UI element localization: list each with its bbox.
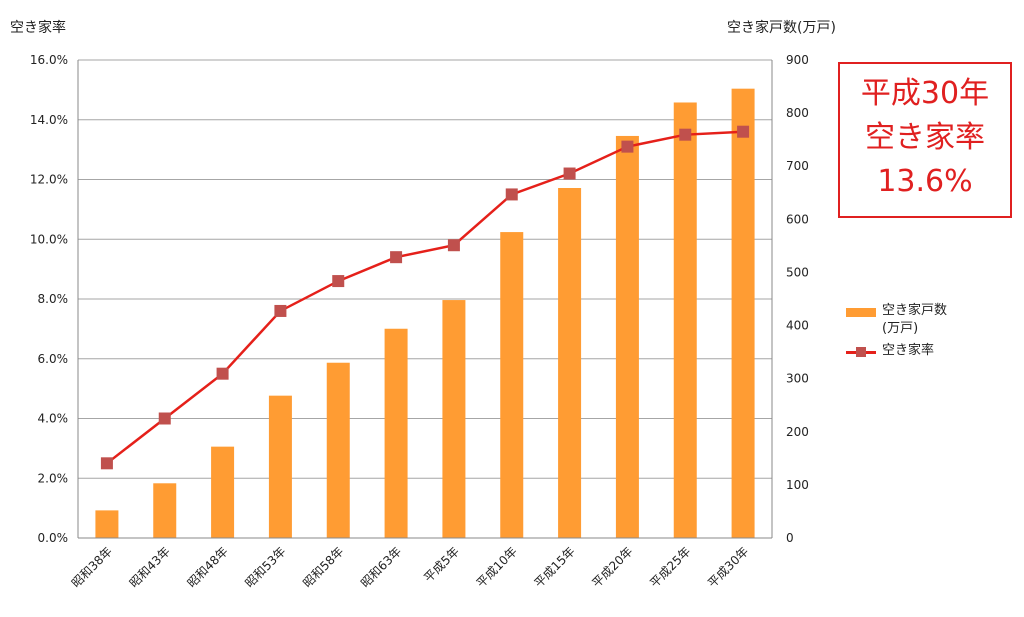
category-label: 昭和63年 xyxy=(358,544,404,590)
left-axis-ticks: 0.0% 2.0% 4.0% 6.0% 8.0% 10.0% 12.0% 14.0% 16.0% xyxy=(30,53,68,545)
category-label: 昭和43年 xyxy=(127,544,173,590)
line-point xyxy=(216,367,229,380)
category-label: 平成10年 xyxy=(474,544,520,590)
bar xyxy=(673,102,697,538)
bar xyxy=(384,328,408,538)
rate-line xyxy=(106,130,744,465)
line-point xyxy=(737,125,750,138)
right-tick-label: 300 xyxy=(786,372,809,386)
line-point xyxy=(332,275,345,288)
annotation-line-2: 空き家率 xyxy=(865,120,985,155)
category-label: 昭和38年 xyxy=(69,544,115,590)
right-tick-label: 400 xyxy=(786,319,809,333)
left-tick-label: 16.0% xyxy=(30,53,68,67)
bar xyxy=(442,300,466,538)
line-point xyxy=(621,140,634,153)
legend-swatch-bar xyxy=(846,308,876,317)
bar xyxy=(153,483,177,538)
legend-label-bar: 空き家戸数(万戸) xyxy=(882,303,948,336)
line-point xyxy=(679,128,692,141)
line-point xyxy=(505,188,518,201)
annotation-callout: 平成30年 空き家率 13.6% xyxy=(838,62,1012,218)
legend-swatch-line xyxy=(846,347,876,357)
left-tick-label: 12.0% xyxy=(30,173,68,187)
left-tick-label: 10.0% xyxy=(30,232,68,246)
right-tick-label: 100 xyxy=(786,478,809,492)
line-point xyxy=(390,251,403,264)
right-tick-label: 500 xyxy=(786,265,809,279)
right-tick-label: 200 xyxy=(786,425,809,439)
bar xyxy=(268,395,292,538)
left-tick-label: 6.0% xyxy=(38,352,69,366)
category-label: 昭和48年 xyxy=(185,544,231,590)
category-label: 平成20年 xyxy=(589,544,635,590)
left-axis-title: 空き家率 xyxy=(10,20,66,36)
gridlines xyxy=(78,59,772,479)
bar xyxy=(95,510,119,538)
category-label: 平成30年 xyxy=(705,544,751,590)
bar xyxy=(500,232,524,538)
line-series xyxy=(100,125,750,470)
annotation-line-1: 平成30年 xyxy=(860,76,990,111)
line-point xyxy=(100,457,113,470)
right-tick-label: 900 xyxy=(786,53,809,67)
category-label: 平成25年 xyxy=(647,544,693,590)
axes xyxy=(77,60,773,539)
line-point xyxy=(274,304,287,317)
line-point xyxy=(563,167,576,180)
left-tick-label: 8.0% xyxy=(38,292,69,306)
bar xyxy=(558,187,582,538)
right-tick-label: 700 xyxy=(786,159,809,173)
left-tick-label: 4.0% xyxy=(38,412,69,426)
bar xyxy=(211,446,235,538)
right-tick-label: 0 xyxy=(786,531,794,545)
category-label: 昭和58年 xyxy=(300,544,346,590)
left-tick-label: 2.0% xyxy=(38,471,69,485)
right-tick-label: 600 xyxy=(786,212,809,226)
category-label: 平成5年 xyxy=(421,544,462,585)
category-labels: 昭和38年 昭和43年 昭和48年 昭和53年 昭和58年 昭和63年 平成5年 平成10年平… xyxy=(69,544,751,590)
bar xyxy=(326,362,350,538)
left-tick-label: 0.0% xyxy=(38,531,69,545)
right-axis-title: 空き家戸数(万戸) xyxy=(727,20,836,36)
right-tick-label: 800 xyxy=(786,106,809,120)
bar xyxy=(615,135,639,538)
line-point xyxy=(447,239,460,252)
left-tick-label: 14.0% xyxy=(30,113,68,127)
category-label: 昭和53年 xyxy=(242,544,288,590)
line-point xyxy=(158,412,171,425)
right-axis-ticks: 0 100 200 300 400 500 600 700 800 900 xyxy=(786,53,809,545)
annotation-line-3: 13.6% xyxy=(877,164,973,199)
bar xyxy=(731,88,755,539)
category-label: 平成15年 xyxy=(532,544,578,590)
legend-label-line: 空き家率 xyxy=(882,343,935,358)
bar-series xyxy=(95,88,755,539)
